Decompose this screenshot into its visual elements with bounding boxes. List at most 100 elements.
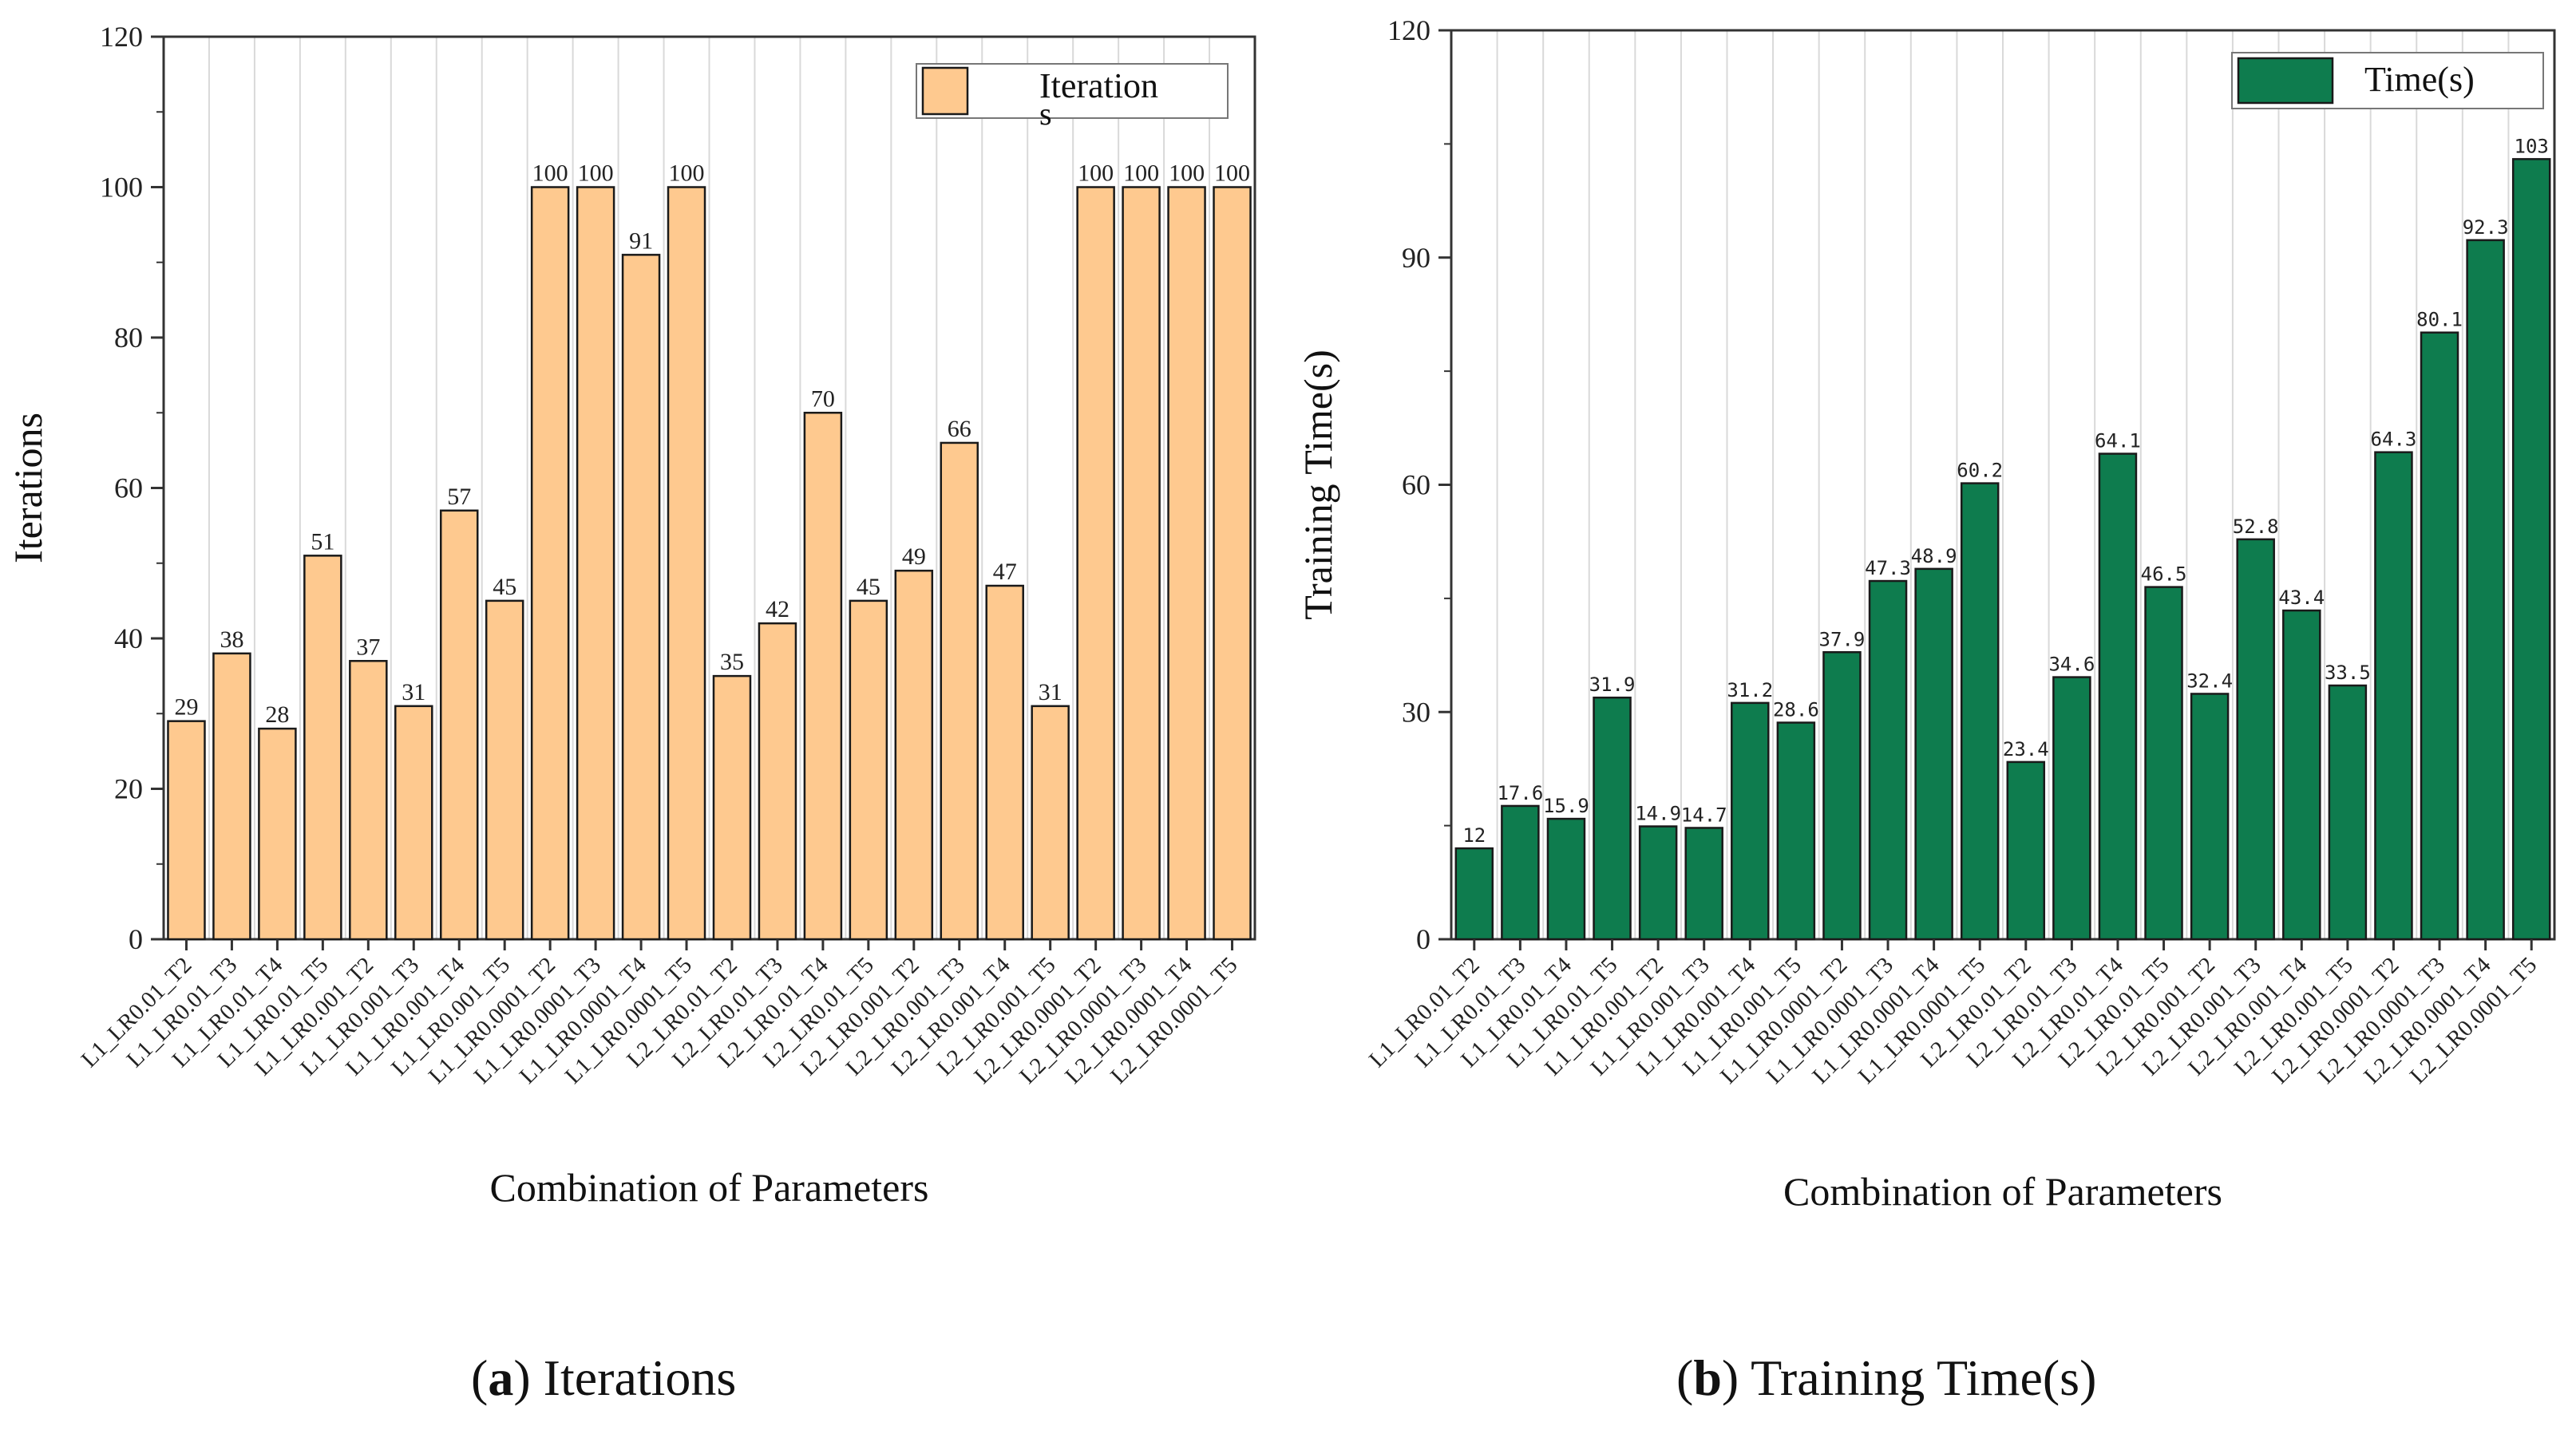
bar-value-label: 57 <box>447 484 471 510</box>
bar-value-label: 52.8 <box>2233 516 2279 538</box>
bar-L1_LR0.001_T3 <box>1684 827 1723 941</box>
y-tick-label: 120 <box>1387 14 1430 46</box>
bar-L2_LR0.01_T2 <box>712 674 752 941</box>
bar-value-label: 70 <box>811 385 835 412</box>
bar-L1_LR0.0001_T2 <box>530 186 570 941</box>
bar-value-label: 91 <box>629 227 653 254</box>
bar-value-label: 45 <box>493 574 516 600</box>
bar-L1_LR0.001_T5 <box>1776 721 1816 941</box>
bar-L1_LR0.01_T4 <box>258 727 297 941</box>
bar-value-label: 49 <box>902 543 926 570</box>
bar-value-label: 12 <box>1462 824 1486 847</box>
bar-L2_LR0.0001_T3 <box>1122 186 1161 941</box>
bar-L2_LR0.001_T4 <box>985 584 1024 941</box>
bar-value-label: 60.2 <box>1957 460 2003 482</box>
bar-L1_LR0.0001_T4 <box>1914 567 1953 941</box>
bar-value-label: 14.9 <box>1635 803 1681 825</box>
bar-value-label: 92.3 <box>2463 216 2509 239</box>
y-tick-label: 60 <box>1402 469 1430 501</box>
bar-L2_LR0.01_T5 <box>2144 586 2183 941</box>
y-tick-label: 30 <box>1402 696 1430 728</box>
bar-L1_LR0.001_T4 <box>439 509 479 941</box>
caption-a-letter: a <box>488 1349 514 1406</box>
legend-b: Time(s) <box>2231 52 2544 109</box>
bar-L2_LR0.01_T5 <box>849 599 888 941</box>
bar-value-label: 37.9 <box>1819 628 1866 650</box>
bar-value-label: 80.1 <box>2416 309 2463 331</box>
bar-value-label: 31 <box>402 679 425 705</box>
bar-L2_LR0.0001_T4 <box>1167 186 1206 941</box>
bar-L1_LR0.0001_T5 <box>667 186 706 941</box>
bar-L2_LR0.01_T3 <box>2052 676 2091 941</box>
bar-value-label: 45 <box>857 574 880 600</box>
bar-value-label: 29 <box>174 694 198 721</box>
bar-value-label: 42 <box>766 596 789 622</box>
bar-value-label: 23.4 <box>2003 738 2049 760</box>
y-tick-label: 0 <box>129 923 143 955</box>
bar-value-label: 14.7 <box>1681 804 1727 826</box>
bar-value-label: 31.2 <box>1727 679 1773 701</box>
caption-a-text: Iterations <box>543 1349 737 1406</box>
bar-L1_LR0.0001_T3 <box>1868 579 1908 941</box>
bar-L1_LR0.0001_T5 <box>1960 482 2000 941</box>
bar-L1_LR0.01_T5 <box>1593 696 1632 941</box>
bar-L1_LR0.0001_T2 <box>1822 651 1862 941</box>
bar-L2_LR0.001_T5 <box>2328 684 2368 941</box>
bar-L2_LR0.001_T2 <box>2190 693 2230 941</box>
bar-value-label: 66 <box>948 416 971 442</box>
bar-L2_LR0.001_T4 <box>2282 609 2321 941</box>
bar-L1_LR0.01_T2 <box>1454 847 1494 941</box>
bar-value-label: 17.6 <box>1497 782 1543 804</box>
y-tick-label: 0 <box>1416 923 1430 955</box>
y-tick-label: 40 <box>114 622 143 654</box>
bar-L1_LR0.0001_T3 <box>576 186 615 941</box>
bar-L1_LR0.0001_T4 <box>621 254 661 941</box>
bar-L2_LR0.0001_T3 <box>2420 331 2459 941</box>
caption-b: (b) Training Time(s) <box>1676 1349 2097 1406</box>
bar-L2_LR0.01_T2 <box>2006 760 2046 941</box>
bar-L2_LR0.001_T3 <box>940 441 979 941</box>
bar-value-label: 28.6 <box>1773 699 1819 721</box>
bar-L1_LR0.001_T4 <box>1731 701 1770 941</box>
bar-value-label: 100 <box>578 160 614 187</box>
chart-a: 0 20 40 60 80 100 120 Iterations Combination of … <box>6 21 1256 1210</box>
y-tick-label: 80 <box>114 322 143 354</box>
bar-L2_LR0.01_T4 <box>2098 452 2138 941</box>
caption-a: (a) Iterations <box>471 1349 737 1406</box>
legend-label: Time(s) <box>2364 60 2475 99</box>
y-tick-label: 120 <box>100 21 143 53</box>
bar-L1_LR0.001_T2 <box>1638 825 1678 941</box>
y-axis-title: Iterations <box>6 413 50 563</box>
bar-value-label: 48.9 <box>1911 545 1957 567</box>
bar-value-label: 47.3 <box>1865 557 1911 579</box>
bar-value-label: 100 <box>532 160 568 187</box>
bar-value-label: 51 <box>311 528 334 555</box>
bar-value-label: 100 <box>1214 160 1250 187</box>
legend-swatch <box>921 66 969 116</box>
bar-L2_LR0.01_T4 <box>803 412 843 941</box>
legend-a: Iterations <box>916 63 1229 132</box>
bar-value-label: 100 <box>1078 160 1114 187</box>
bar-value-label: 47 <box>993 559 1017 585</box>
bar-L1_LR0.01_T5 <box>303 555 342 941</box>
bar-value-label: 35 <box>720 649 744 675</box>
bar-L1_LR0.01_T3 <box>1501 804 1540 941</box>
y-tick-label: 20 <box>114 773 143 805</box>
bar-L1_LR0.001_T5 <box>485 599 524 941</box>
bar-L1_LR0.001_T2 <box>349 660 388 941</box>
bar-value-label: 15.9 <box>1543 795 1589 817</box>
bar-L2_LR0.001_T3 <box>2236 538 2275 941</box>
y-tick-label: 60 <box>114 472 143 504</box>
legend-label: Iteration <box>1039 66 1158 105</box>
bar-L1_LR0.01_T4 <box>1546 817 1586 941</box>
y-axis-title: Training Time(s) <box>1296 350 1340 620</box>
bar-value-label: 43.4 <box>2278 587 2325 609</box>
caption-b-text: Training Time(s) <box>1751 1349 2097 1406</box>
bar-L2_LR0.001_T5 <box>1031 705 1070 941</box>
bar-value-label: 32.4 <box>2186 670 2233 692</box>
chart-b: 0 30 60 90 120 Training Time(s) Combination of… <box>1296 14 2556 1214</box>
legend-label-wrap: s <box>1039 96 1052 132</box>
bar-L2_LR0.001_T2 <box>894 569 934 941</box>
bar-L2_LR0.01_T3 <box>758 622 797 941</box>
